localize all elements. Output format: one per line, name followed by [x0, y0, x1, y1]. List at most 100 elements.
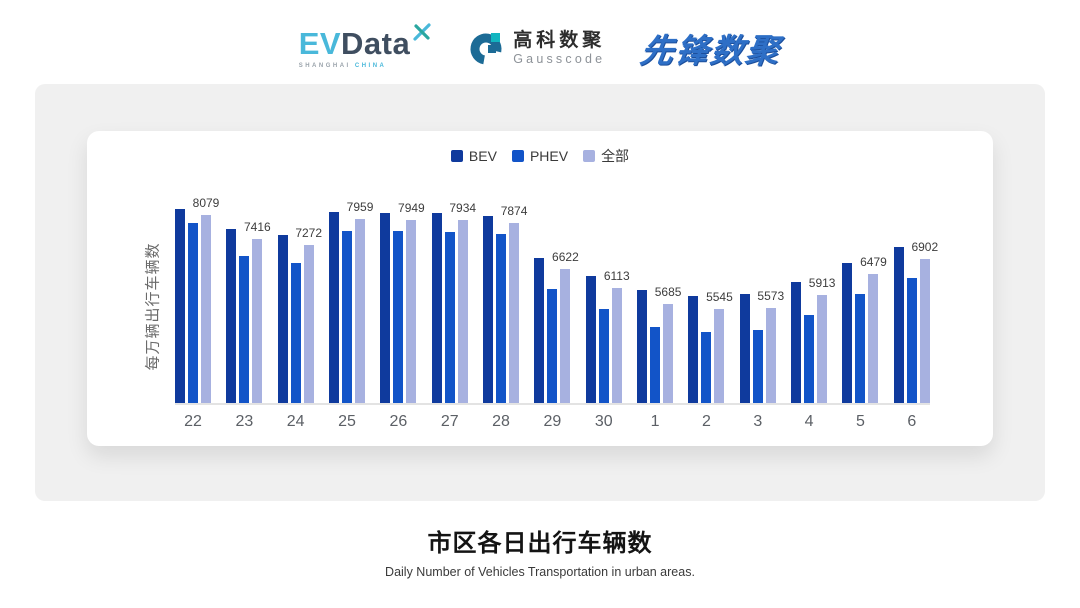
evdata-logo: EV Data SHANGHAI CHINA — [298, 22, 433, 69]
gausscode-en-text: Gausscode — [513, 51, 606, 66]
bar-group: 7934 — [431, 201, 476, 403]
bar-all — [560, 268, 571, 403]
chart-panel: BEV PHEV 全部 每万辆出行车辆数 8079 7416 7272 7959 7949 7… — [35, 84, 1045, 501]
bar-group: 6113 — [585, 269, 630, 403]
plot-area: 8079 7416 7272 7959 7949 7934 7874 6622 6113 5685… — [175, 196, 938, 431]
bar-all — [406, 219, 417, 403]
x-tick-label: 30 — [594, 413, 613, 430]
bar-value-label: 7416 — [243, 220, 271, 235]
bar-bev — [585, 275, 596, 403]
x-tick-label: 26 — [389, 413, 408, 430]
x-tick-label: 22 — [184, 413, 202, 430]
evdata-wordmark: EV Data — [298, 22, 433, 61]
gausscode-cn-text: 高科数聚 — [513, 29, 606, 51]
x-tick-label: 25 — [338, 413, 356, 430]
bar-phev — [701, 331, 712, 403]
bar-group: 7874 — [483, 204, 527, 403]
legend-marker-icon — [511, 150, 524, 162]
bar-value-label: 6622 — [552, 249, 579, 264]
bar-bev — [483, 216, 494, 403]
bar-group: 5913 — [791, 276, 835, 403]
evdata-ev-text: EV — [298, 25, 342, 61]
x-tick-label: 5 — [856, 413, 865, 430]
bar-phev — [906, 277, 917, 403]
bar-phev — [804, 315, 815, 403]
bar-group: 6479 — [842, 255, 887, 403]
bar-value-label: 6902 — [911, 239, 939, 254]
x-tick-label: 27 — [440, 413, 459, 430]
bar-bev — [534, 258, 545, 403]
legend-item-all: 全部 — [583, 146, 629, 166]
chart-legend: BEV PHEV 全部 — [87, 146, 993, 166]
bar-bev — [739, 293, 750, 403]
bar-bev — [688, 295, 699, 403]
bar-group: 7272 — [277, 226, 322, 403]
evdata-shanghai-text: SHANGHAI — [298, 62, 351, 69]
gausscode-g-icon — [470, 33, 502, 65]
bar-all — [355, 219, 366, 403]
bar-all — [868, 274, 879, 403]
evdata-sparkle-x-icon — [413, 22, 431, 41]
bar-phev — [598, 309, 609, 403]
bar-group: 5685 — [637, 285, 681, 403]
bar-value-label: 7934 — [449, 201, 477, 216]
gausscode-texts: 高科数聚 Gausscode — [513, 30, 605, 66]
legend-item-phev: PHEV — [511, 148, 569, 164]
bar-phev — [290, 263, 301, 403]
bar-all — [457, 220, 468, 403]
legend-label: 全部 — [601, 148, 630, 164]
y-axis-label: 每万辆出行车辆数 — [144, 242, 162, 371]
x-tick-label: 24 — [286, 413, 305, 430]
bar-bev — [893, 247, 904, 403]
bar-phev — [239, 255, 250, 403]
bar-all — [919, 258, 930, 403]
bar-value-label: 6113 — [603, 268, 630, 283]
evdata-subtitle: SHANGHAI CHINA — [299, 63, 433, 69]
bar-all — [663, 303, 674, 403]
bar-group: 5545 — [688, 290, 733, 403]
legend-label: PHEV — [529, 148, 569, 164]
bar-bev — [226, 229, 237, 403]
evdata-data-text: Data — [341, 25, 411, 61]
bar-all — [714, 308, 725, 403]
x-tick-label: 29 — [543, 413, 562, 430]
bar-all — [817, 295, 828, 403]
bar-value-label: 7949 — [398, 200, 425, 215]
bar-bev — [842, 262, 853, 403]
bar-phev — [752, 330, 763, 403]
bar-value-label: 7874 — [500, 203, 528, 218]
bar-value-label: 5545 — [706, 289, 733, 304]
bar-group: 6622 — [534, 250, 579, 403]
bars-row: 8079 7416 7272 7959 7949 7934 7874 6622 6113 5685… — [175, 196, 938, 405]
bar-all — [611, 287, 622, 403]
bar-all — [765, 307, 776, 403]
x-axis-ticks: 22 23 24 25 26 27 28 29 30 1 2 3 4 5 6 — [175, 413, 930, 431]
bar-group: 7959 — [329, 200, 373, 403]
bar-phev — [496, 233, 507, 403]
bar-phev — [650, 327, 661, 403]
bar-all — [509, 222, 520, 403]
bar-phev — [342, 231, 353, 403]
bar-value-label: 7272 — [295, 225, 323, 240]
bar-all — [252, 239, 263, 403]
x-tick-label: 1 — [650, 413, 660, 430]
bar-bev — [791, 281, 802, 403]
bar-phev — [855, 293, 866, 403]
bar-bev — [277, 234, 288, 403]
bar-value-label: 5573 — [757, 288, 785, 303]
x-tick-label: 23 — [235, 413, 254, 430]
chart-subtitle: Daily Number of Vehicles Transportation … — [385, 565, 695, 579]
bar-phev — [444, 232, 455, 403]
bar-bev — [431, 213, 442, 403]
x-tick-label: 28 — [492, 413, 510, 430]
bar-group: 6902 — [893, 240, 938, 403]
footer: 市区各日出行车辆数 Daily Number of Vehicles Trans… — [0, 523, 1080, 579]
legend-item-bev: BEV — [450, 148, 497, 164]
bar-group: 5573 — [739, 289, 784, 403]
x-tick-label: 3 — [753, 413, 763, 430]
legend-marker-icon — [583, 150, 596, 162]
bar-value-label: 5913 — [808, 276, 836, 291]
x-tick-label: 4 — [804, 413, 814, 430]
logo-bar: EV Data SHANGHAI CHINA 高科数聚 Gausscode — [0, 0, 1080, 72]
